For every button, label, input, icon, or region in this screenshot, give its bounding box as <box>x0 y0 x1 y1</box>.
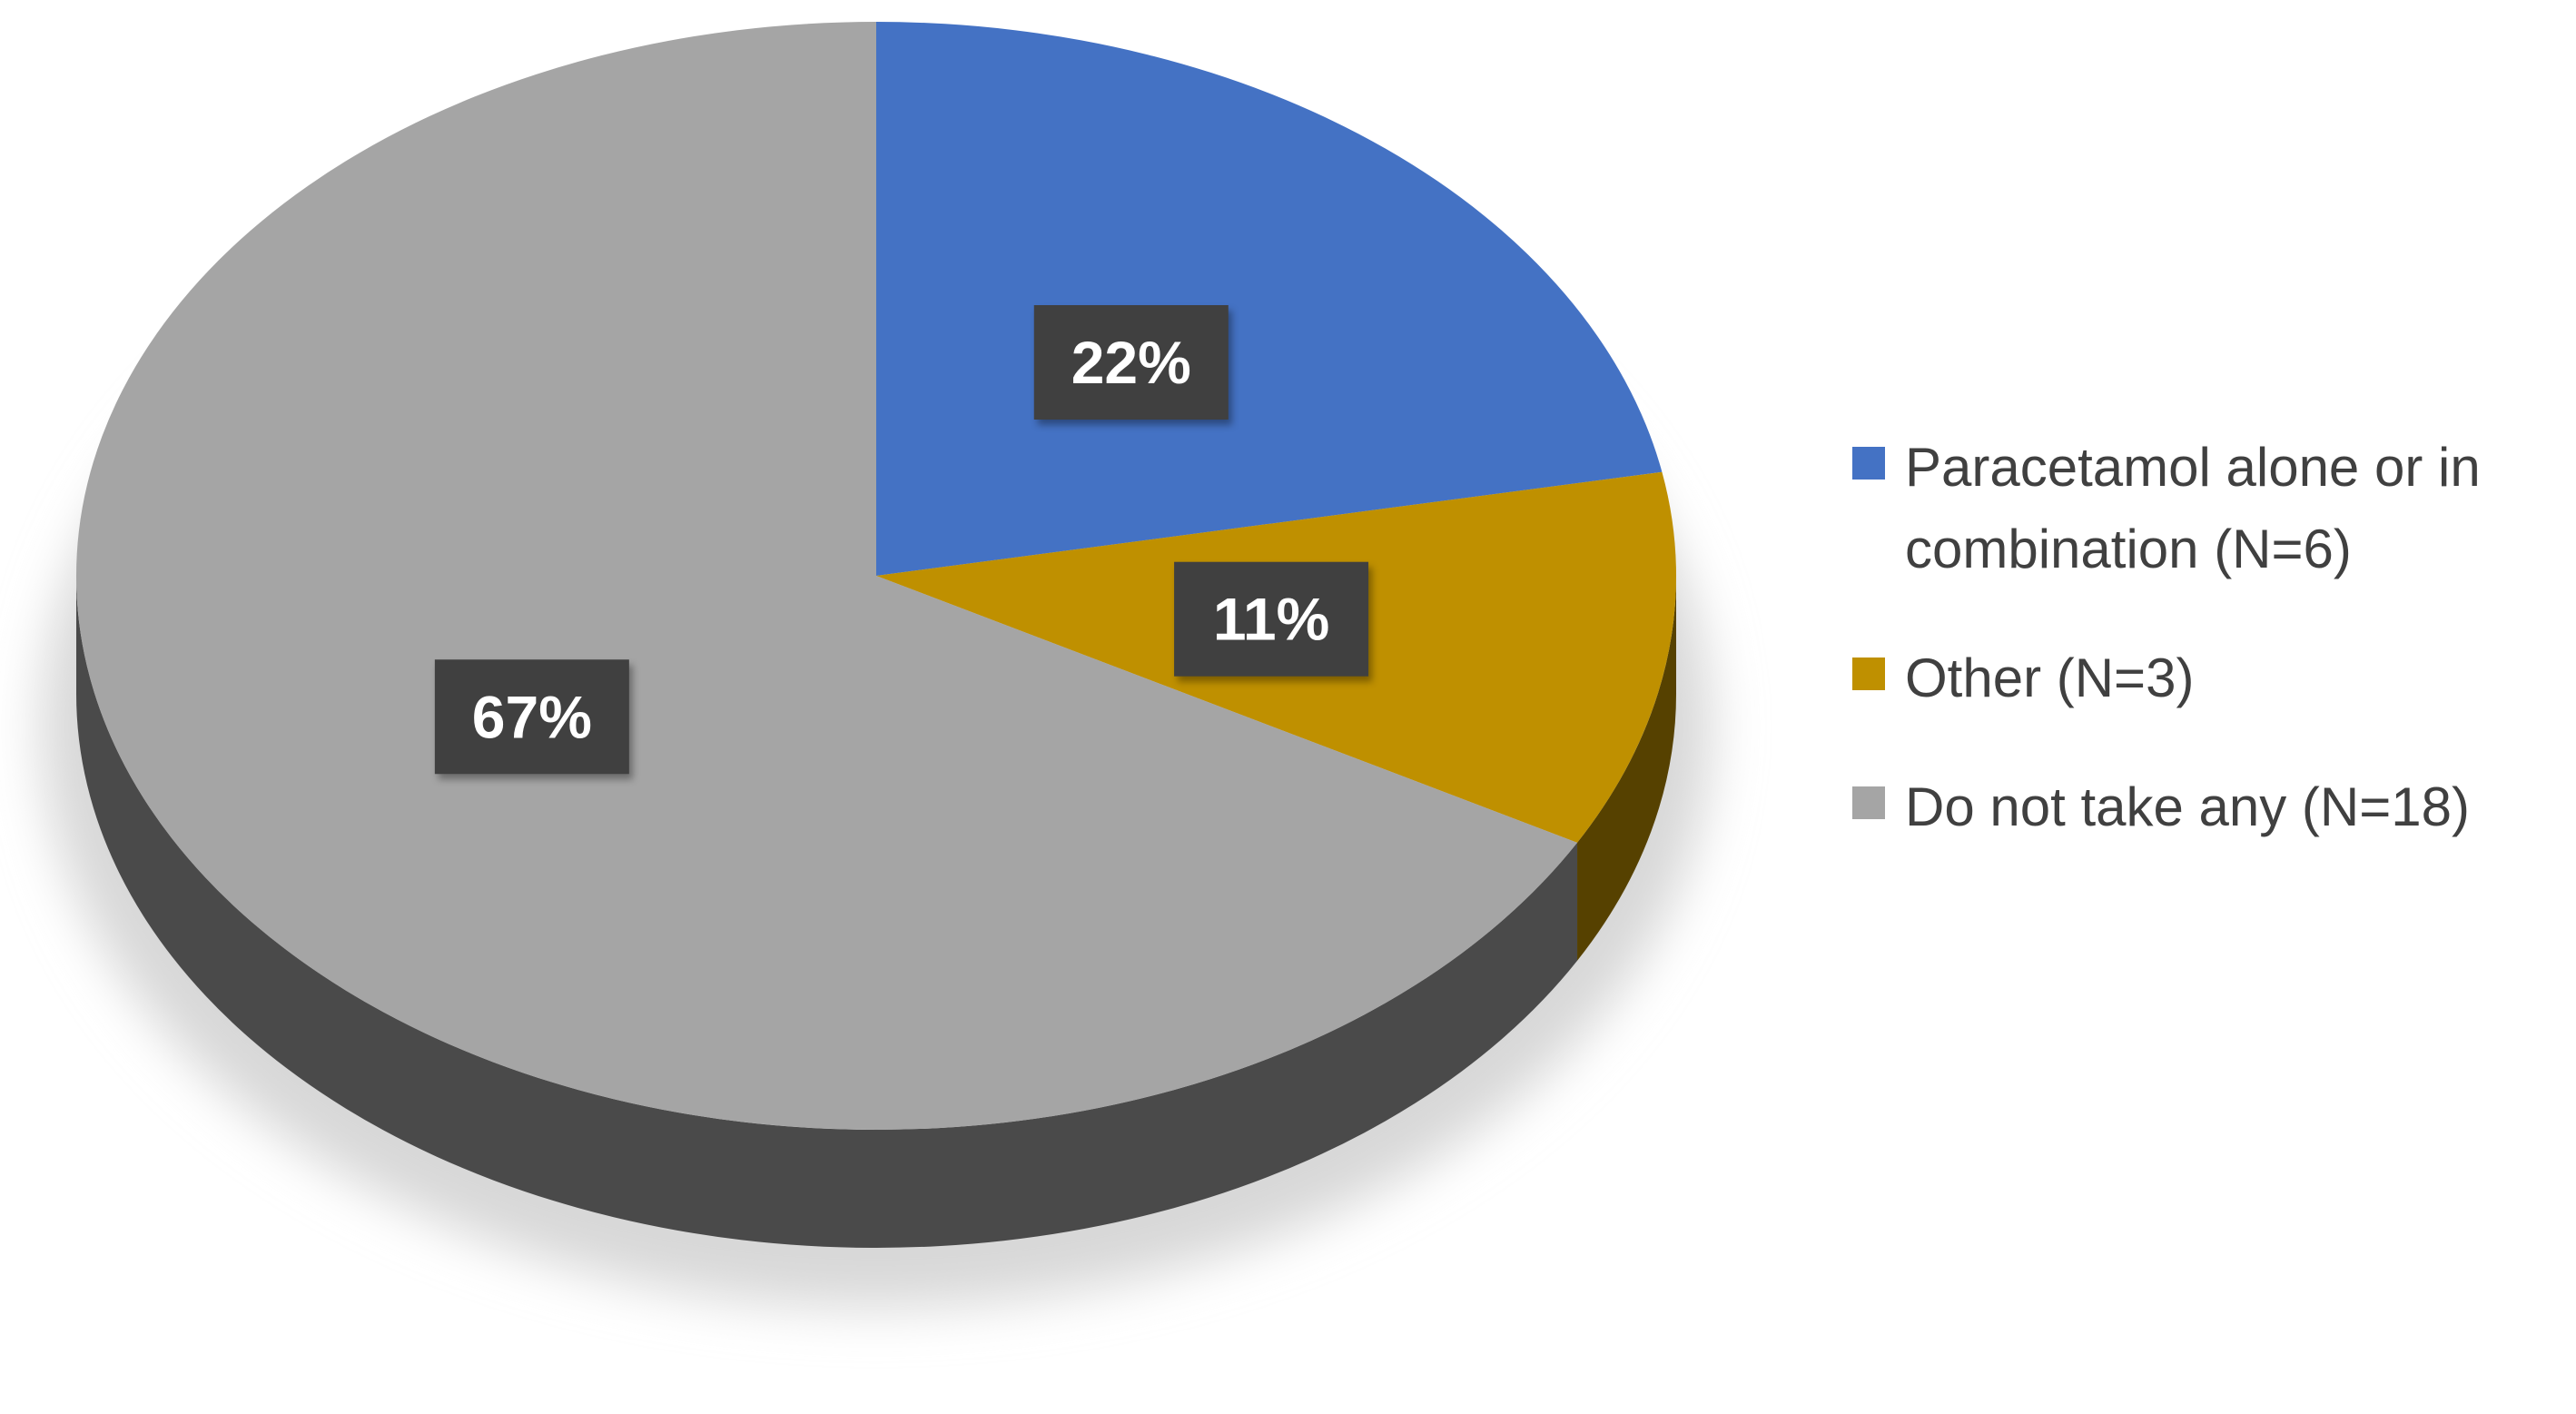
legend-item: Do not take any (N=18) <box>1852 766 2570 848</box>
legend-item: Other (N=3) <box>1852 638 2570 719</box>
data-label: 22% <box>1071 329 1191 396</box>
legend-swatch <box>1852 447 1885 480</box>
legend-label: Do not take any (N=18) <box>1905 776 2471 837</box>
legend-swatch <box>1852 658 1885 690</box>
data-label: 11% <box>1213 586 1329 653</box>
legend-item: Paracetamol alone or in combination (N=6… <box>1852 427 2570 590</box>
slice-side <box>76 576 1578 1249</box>
data-label-box <box>434 659 629 775</box>
legend-label: Other (N=3) <box>1905 648 2195 708</box>
slice <box>76 22 1578 1130</box>
data-label: 67% <box>472 683 592 750</box>
data-label-box <box>1033 304 1229 420</box>
slice <box>876 22 1663 576</box>
legend: Paracetamol alone or in combination (N=6… <box>1852 427 2570 895</box>
legend-label: Paracetamol alone or in combination (N=6… <box>1905 437 2481 579</box>
legend-swatch <box>1852 786 1885 819</box>
data-label-box <box>1174 561 1369 677</box>
slice-side <box>1577 576 1676 961</box>
